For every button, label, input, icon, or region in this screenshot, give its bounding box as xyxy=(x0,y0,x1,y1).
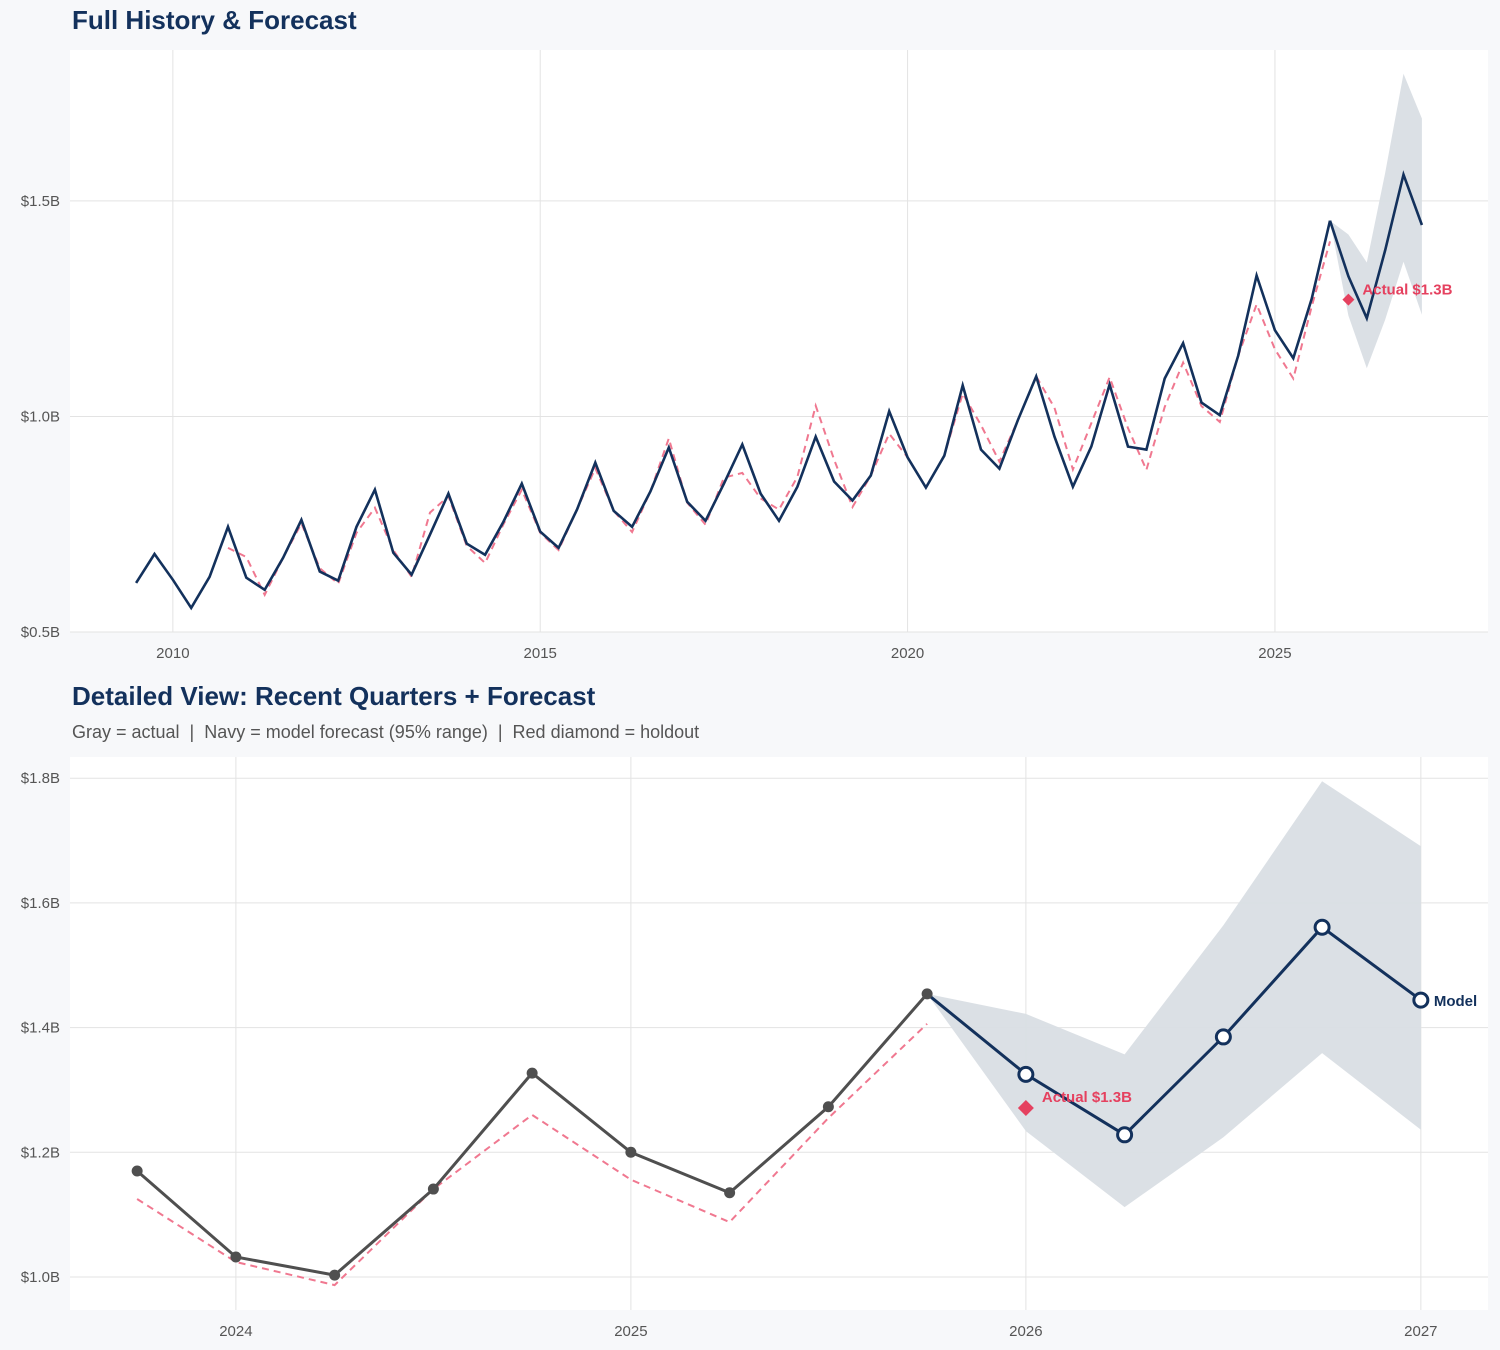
bottom-chart-subtitle: Gray = actual | Navy = model forecast (9… xyxy=(72,722,700,742)
holdout-label: Actual $1.3B xyxy=(1042,1089,1132,1106)
x-tick-label: 2025 xyxy=(1258,645,1291,662)
actual-point xyxy=(625,1146,637,1158)
actual-point xyxy=(526,1067,538,1079)
y-tick-label: $1.4B xyxy=(21,1020,60,1037)
actual-point xyxy=(724,1187,736,1199)
x-tick-label: 2020 xyxy=(891,645,924,662)
forecast-point xyxy=(1214,1028,1232,1046)
y-tick-label: $1.0B xyxy=(21,408,60,425)
top-chart-title: Full History & Forecast xyxy=(72,5,357,35)
y-tick-label: $1.5B xyxy=(21,193,60,210)
y-tick-label: $1.2B xyxy=(21,1144,60,1161)
forecast-point xyxy=(1412,991,1430,1009)
forecast-point xyxy=(1313,918,1331,936)
actual-point xyxy=(427,1183,439,1195)
x-tick-label: 2027 xyxy=(1404,1323,1437,1340)
forecast-point xyxy=(1116,1126,1134,1144)
y-tick-label: $1.8B xyxy=(21,770,60,787)
y-tick-label: $1.6B xyxy=(21,895,60,912)
x-tick-label: 2010 xyxy=(156,645,189,662)
model-label: Model xyxy=(1434,993,1477,1010)
forecast-line xyxy=(926,925,1422,1137)
forecast-point xyxy=(1017,1065,1035,1083)
holdout-diamond xyxy=(1342,293,1355,306)
actual-point xyxy=(921,988,933,1000)
forecast-interval-band xyxy=(927,781,1421,1208)
actual-line xyxy=(135,220,1332,611)
x-tick-label: 2024 xyxy=(219,1323,252,1340)
x-tick-label: 2015 xyxy=(524,645,557,662)
holdout-label: Actual $1.3B xyxy=(1362,282,1452,299)
actual-point xyxy=(230,1251,242,1263)
x-tick-label: 2025 xyxy=(614,1323,647,1340)
x-tick-label: 2026 xyxy=(1009,1323,1042,1340)
y-tick-label: $0.5B xyxy=(21,624,60,641)
actual-point xyxy=(822,1101,834,1113)
actual-point xyxy=(329,1269,341,1281)
actual-point xyxy=(131,1165,143,1177)
forecast-interval-band xyxy=(1330,73,1422,369)
full-history-chart: 2010 2015 2020 2025 $0.5B $1.0B $1.5B Actual $1… xyxy=(21,50,1488,662)
holdout-diamond xyxy=(1017,1100,1034,1117)
bottom-chart-title: Detailed View: Recent Quarters + Forecas… xyxy=(72,681,596,711)
y-tick-label: $1.0B xyxy=(21,1269,60,1286)
forecast-line xyxy=(1328,170,1424,323)
fitted-line xyxy=(136,1023,928,1287)
